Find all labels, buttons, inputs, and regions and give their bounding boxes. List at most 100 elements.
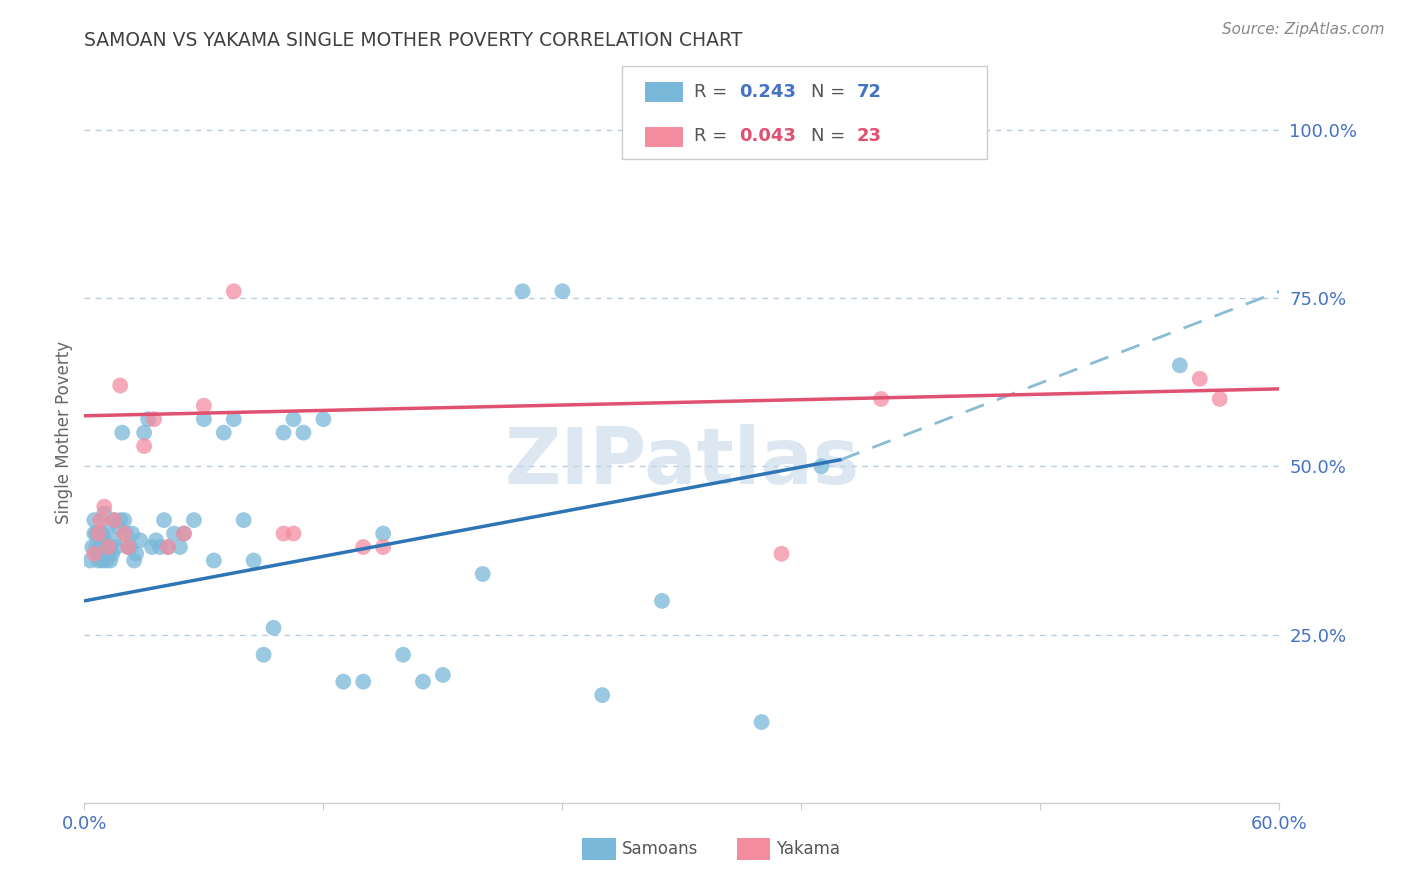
Point: [110, 378, 132, 392]
Point: [121, 526, 143, 541]
Text: Samoans: Samoans: [621, 840, 697, 858]
Text: R =: R =: [695, 128, 733, 145]
Point: [212, 425, 235, 440]
Point: [132, 439, 156, 453]
Point: [283, 526, 305, 541]
Point: [283, 412, 305, 426]
Point: [98, 553, 121, 567]
Point: [87, 526, 110, 541]
Point: [870, 392, 893, 406]
Point: [89, 540, 111, 554]
Text: N =: N =: [811, 83, 851, 101]
Point: [97, 547, 120, 561]
Point: [103, 513, 125, 527]
Point: [105, 540, 128, 554]
Point: [103, 513, 125, 527]
Point: [1168, 359, 1191, 373]
FancyBboxPatch shape: [645, 127, 683, 147]
Point: [551, 285, 574, 299]
Point: [157, 540, 180, 554]
Point: [157, 540, 180, 554]
Point: [352, 540, 374, 554]
Point: [117, 540, 139, 554]
Point: [120, 540, 142, 554]
Point: [222, 285, 245, 299]
Point: [169, 540, 191, 554]
Point: [97, 520, 120, 534]
Point: [292, 425, 315, 440]
Point: [101, 547, 124, 561]
Point: [129, 533, 152, 548]
Point: [83, 547, 105, 561]
Point: [273, 526, 295, 541]
Point: [145, 533, 167, 548]
Point: [183, 513, 205, 527]
Point: [93, 547, 115, 561]
Point: [273, 425, 295, 440]
Point: [471, 566, 494, 581]
Point: [91, 553, 114, 567]
Text: 0.043: 0.043: [740, 128, 796, 145]
Point: [141, 540, 163, 554]
Point: [173, 526, 195, 541]
Point: [312, 412, 335, 426]
FancyBboxPatch shape: [645, 82, 683, 103]
Point: [82, 540, 104, 554]
Point: [432, 668, 454, 682]
Point: [163, 526, 186, 541]
Point: [1188, 372, 1211, 386]
Point: [193, 399, 215, 413]
Point: [93, 533, 115, 548]
Point: [87, 526, 110, 541]
Text: 72: 72: [856, 83, 882, 101]
Point: [83, 513, 105, 527]
Point: [89, 513, 111, 527]
Point: [115, 526, 138, 541]
Point: [83, 526, 105, 541]
Point: [117, 540, 139, 554]
Point: [810, 459, 832, 474]
Point: [111, 425, 134, 440]
Point: [222, 412, 245, 426]
Text: Yakama: Yakama: [776, 840, 841, 858]
Point: [751, 714, 773, 729]
Point: [97, 540, 120, 554]
Point: [136, 412, 159, 426]
Point: [1209, 392, 1232, 406]
Point: [112, 513, 135, 527]
Point: [263, 621, 285, 635]
Point: [332, 674, 354, 689]
Point: [87, 553, 110, 567]
Point: [132, 425, 156, 440]
Point: [412, 674, 434, 689]
Text: 23: 23: [856, 128, 882, 145]
Point: [153, 513, 176, 527]
Point: [122, 553, 145, 567]
Point: [93, 507, 115, 521]
Point: [112, 526, 135, 541]
Point: [149, 540, 172, 554]
Point: [103, 533, 125, 548]
Point: [86, 540, 108, 554]
Point: [770, 547, 793, 561]
Point: [253, 648, 276, 662]
Text: N =: N =: [811, 128, 851, 145]
Point: [91, 526, 114, 541]
Point: [373, 526, 395, 541]
Point: [512, 285, 534, 299]
Point: [392, 648, 415, 662]
FancyBboxPatch shape: [623, 66, 987, 159]
Point: [93, 500, 115, 514]
Point: [193, 412, 215, 426]
Point: [232, 513, 254, 527]
Text: Source: ZipAtlas.com: Source: ZipAtlas.com: [1222, 22, 1385, 37]
Point: [202, 553, 225, 567]
Point: [352, 674, 374, 689]
Point: [373, 540, 395, 554]
Point: [591, 688, 613, 702]
Point: [651, 594, 673, 608]
Point: [107, 520, 129, 534]
Point: [89, 526, 111, 541]
Text: R =: R =: [695, 83, 733, 101]
Text: ZIPatlas: ZIPatlas: [505, 425, 859, 500]
